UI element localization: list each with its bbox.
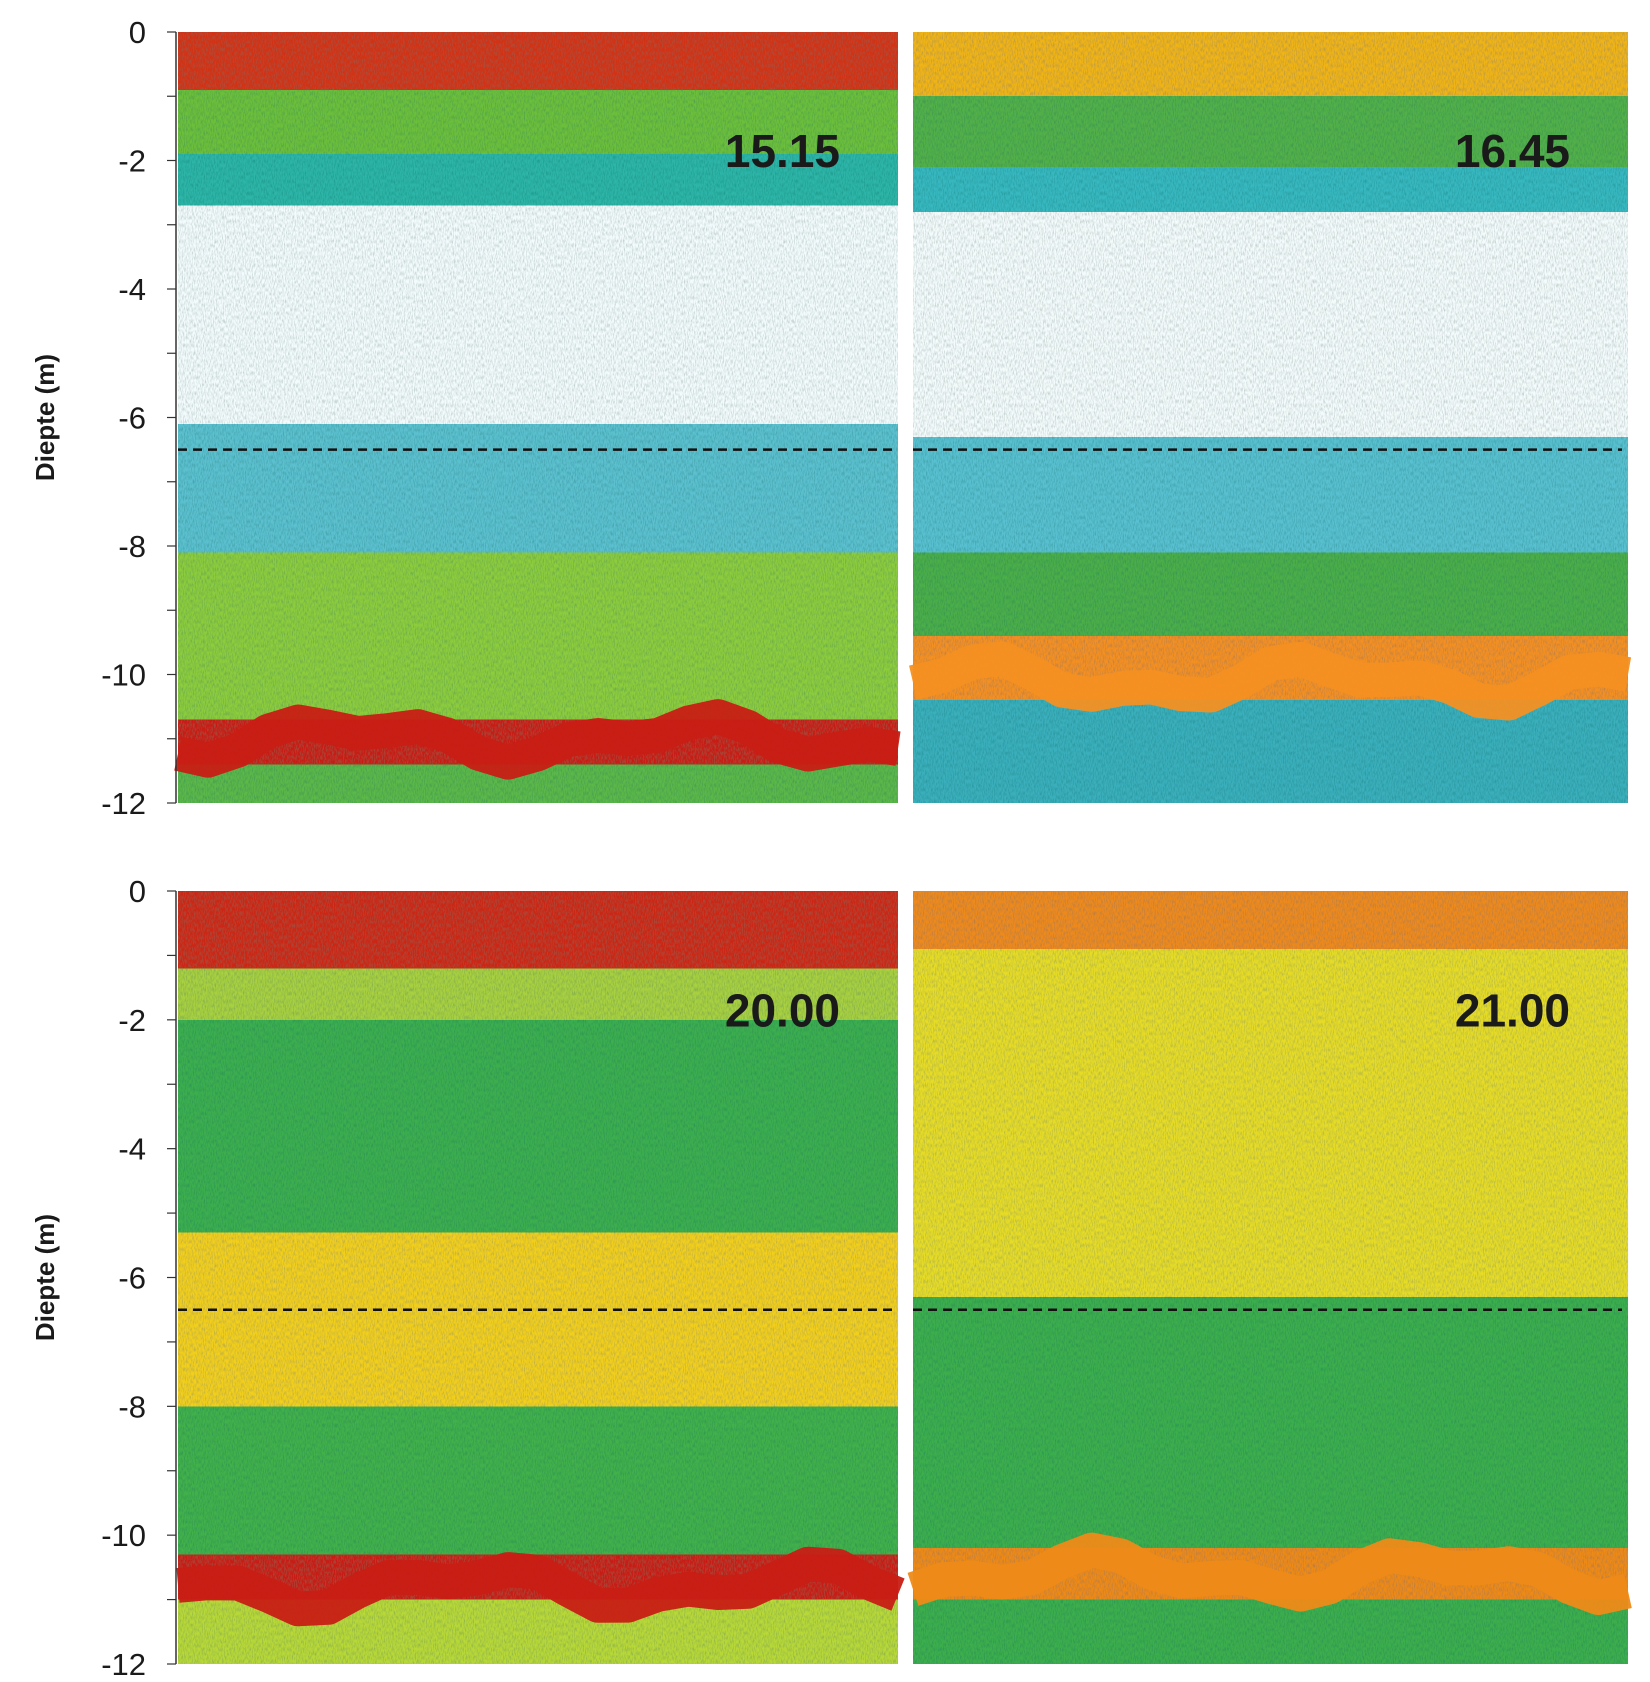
time-label: 20.00 [725,984,840,1036]
time-label: 21.00 [1455,984,1570,1036]
echogram-panel-21.00: 21.00 [907,891,1632,1664]
y-axis: 0 -2 -4 -6 -8 -10 -12 Diepte (m) [30,874,177,1682]
panels-layer: 15.15 16.45 20.00 21.00 [174,32,1632,1664]
echogram-panel-15.15: 15.15 [174,32,901,803]
y-tick-label: -10 [101,658,146,693]
y-tick-label: -8 [118,529,146,564]
y-tick-label: 0 [129,15,146,50]
y-tick-label: -10 [101,1518,146,1553]
y-tick-label: -12 [101,786,146,821]
echogram-image [913,891,1628,1664]
y-tick-label: -6 [118,401,146,436]
y-axis-label: Diepte (m) [30,1214,60,1341]
y-tick-label: -12 [101,1647,146,1682]
y-tick-label: -2 [118,1003,146,1038]
bottom-echo [907,1532,1632,1615]
y-tick-label: -2 [118,144,146,179]
echogram-panel-16.45: 16.45 [909,32,1632,803]
y-tick-label: -4 [118,272,146,307]
y-axis: 0 -2 -4 -6 -8 -10 -12 Diepte (m) [30,15,177,821]
bottom-echo [176,1546,905,1627]
echogram-image [178,32,898,803]
time-label: 15.15 [725,125,840,177]
y-tick-label: -4 [118,1132,146,1167]
y-tick-label: -6 [118,1261,146,1296]
bottom-echo [909,641,1632,721]
y-tick-label: -8 [118,1389,146,1424]
bottom-echo [174,699,901,780]
echogram-panel-20.00: 20.00 [176,891,905,1664]
axes-layer: 0 -2 -4 -6 -8 -10 -12 Diepte (m) 0 -2 -4 -6 -8 -10 -12… [30,15,177,1682]
time-label: 16.45 [1455,125,1570,177]
y-tick-label: 0 [129,874,146,909]
y-axis-label: Diepte (m) [30,354,60,481]
echogram-image [178,891,898,1664]
